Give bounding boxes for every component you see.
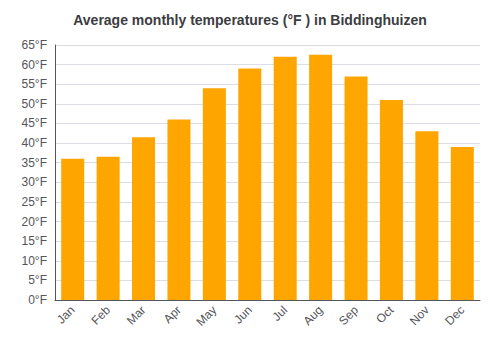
svg-text:10°F: 10°F	[22, 254, 47, 268]
svg-text:Jun: Jun	[231, 303, 255, 327]
svg-text:Dec: Dec	[442, 303, 467, 328]
svg-text:50°F: 50°F	[22, 97, 47, 111]
svg-text:55°F: 55°F	[22, 77, 47, 91]
svg-text:May: May	[193, 303, 219, 329]
svg-text:Feb: Feb	[89, 303, 114, 328]
svg-text:20°F: 20°F	[22, 215, 47, 229]
svg-text:Mar: Mar	[124, 303, 149, 327]
svg-text:Average monthly temperatures (: Average monthly temperatures (°F ) in Bi…	[73, 12, 427, 28]
svg-text:Jul: Jul	[269, 303, 290, 324]
svg-text:45°F: 45°F	[22, 116, 47, 130]
svg-text:Aug: Aug	[301, 303, 326, 328]
svg-text:65°F: 65°F	[22, 38, 47, 52]
svg-text:Jan: Jan	[54, 303, 78, 327]
svg-text:5°F: 5°F	[28, 273, 47, 287]
svg-text:15°F: 15°F	[22, 234, 47, 248]
svg-text:Apr: Apr	[161, 303, 184, 326]
svg-text:40°F: 40°F	[22, 136, 47, 150]
svg-text:25°F: 25°F	[22, 195, 47, 209]
svg-text:Oct: Oct	[373, 303, 397, 327]
svg-text:35°F: 35°F	[22, 156, 47, 170]
svg-text:Nov: Nov	[407, 303, 432, 328]
svg-text:Sep: Sep	[336, 303, 361, 328]
svg-text:60°F: 60°F	[22, 58, 47, 72]
svg-text:0°F: 0°F	[28, 293, 47, 307]
svg-text:30°F: 30°F	[22, 175, 47, 189]
